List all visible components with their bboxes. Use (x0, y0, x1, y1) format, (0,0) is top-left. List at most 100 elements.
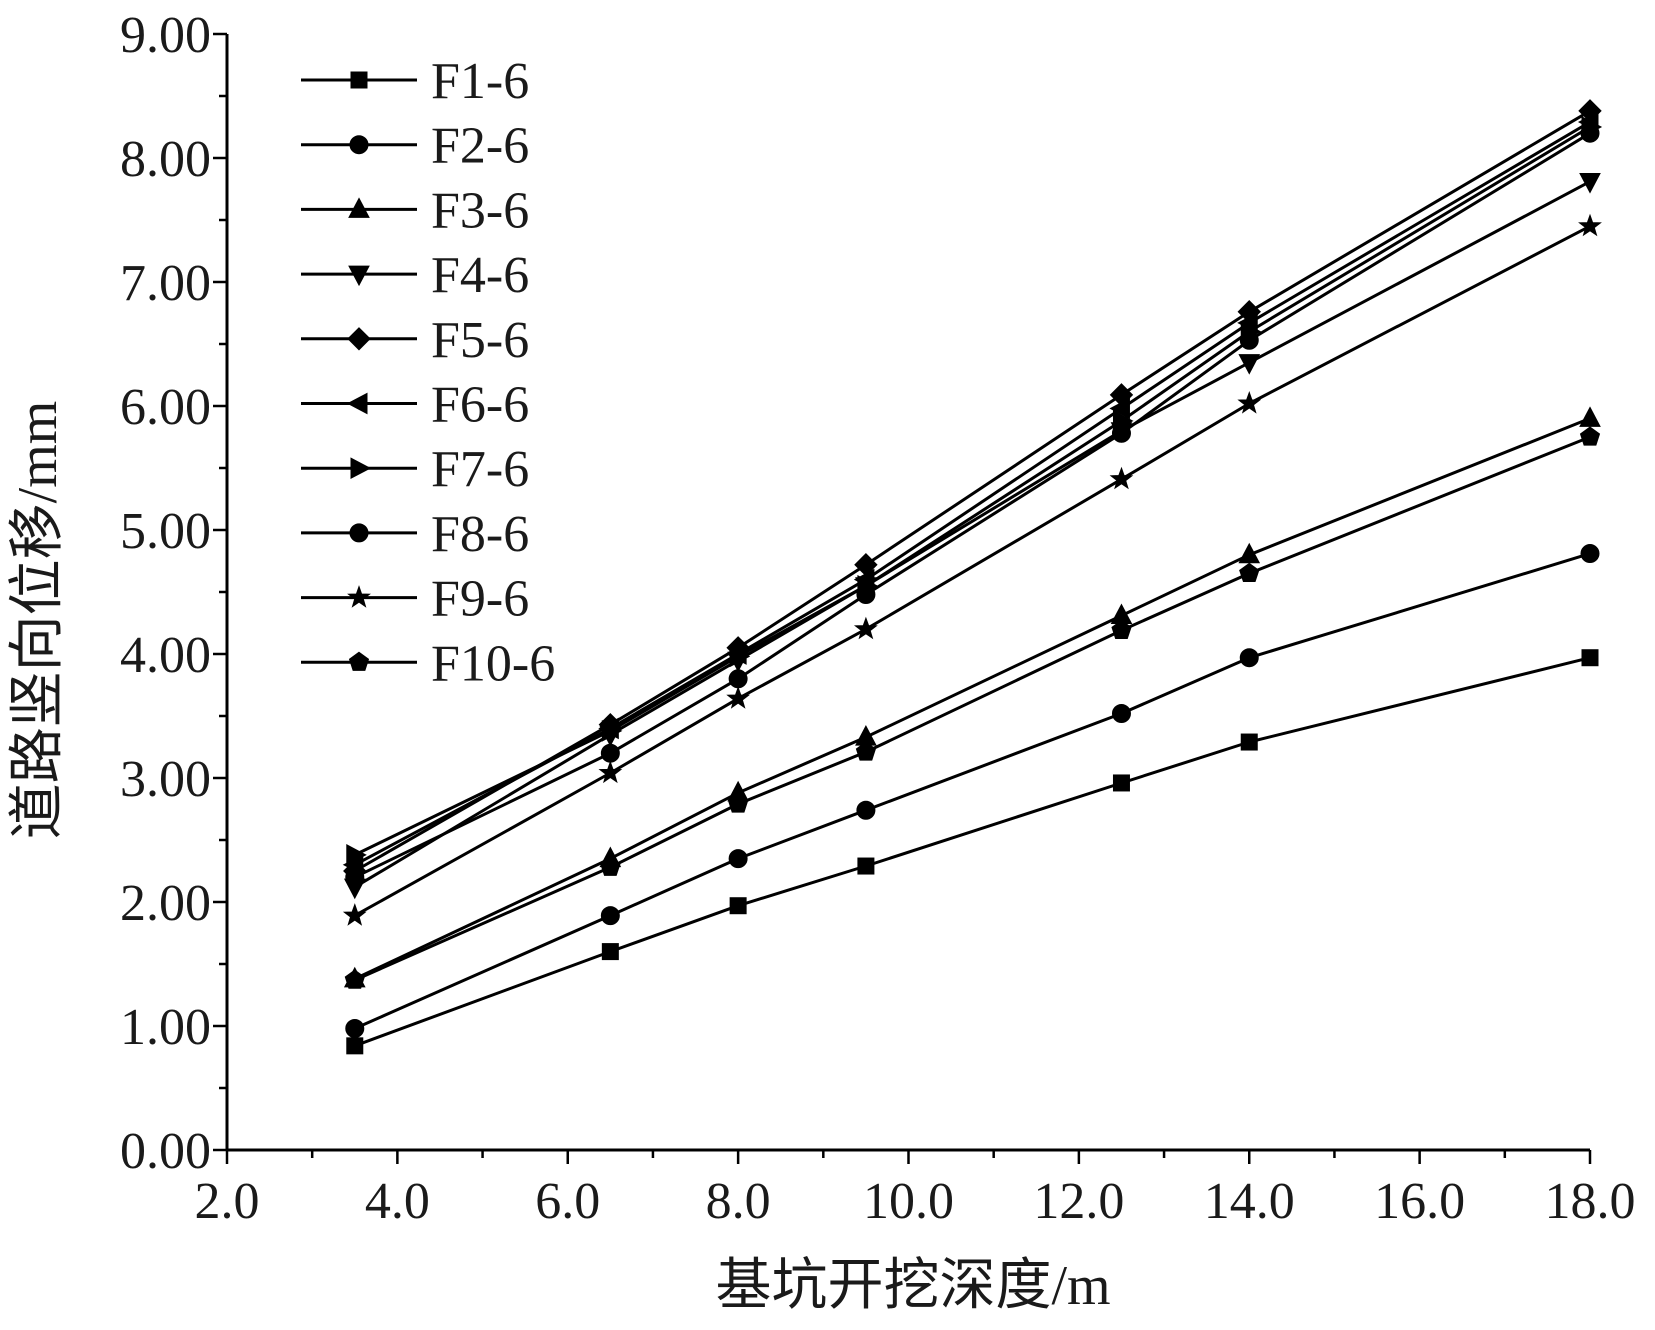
legend-marker-f1-6 (350, 71, 368, 89)
series-f10-6 (344, 426, 1601, 989)
legend-label-f4-6: F4-6 (431, 247, 529, 304)
legend-item-f8-6: F8-6 (301, 506, 529, 563)
data-point-f7-6 (729, 645, 751, 668)
legend-item-f4-6: F4-6 (301, 247, 529, 304)
data-point-f1-6 (346, 1037, 364, 1055)
data-point-f8-6 (1580, 123, 1600, 143)
series-line-f7-6 (354, 125, 1591, 857)
series-f9-6 (342, 213, 1602, 926)
data-point-f10-6 (855, 741, 876, 761)
data-point-f3-6 (1238, 542, 1261, 564)
legend-item-f3-6: F3-6 (301, 182, 529, 239)
data-point-f2-6 (1580, 544, 1600, 564)
y-tick-label: 6.00 (120, 379, 211, 436)
legend-item-f9-6: F9-6 (301, 571, 529, 628)
data-point-f7-6 (601, 720, 623, 742)
legend-marker-f5-6 (347, 327, 371, 351)
legend-item-f10-6: F10-6 (301, 635, 555, 692)
legend-label-f1-6: F1-6 (431, 53, 529, 110)
x-tick-label: 12.0 (1033, 1173, 1124, 1230)
x-tick-label: 14.0 (1204, 1173, 1295, 1230)
legend-item-f2-6: F2-6 (301, 118, 529, 175)
data-point-f1-6 (1240, 733, 1258, 751)
x-tick-label: 4.0 (365, 1173, 430, 1230)
data-point-f2-6 (1111, 704, 1131, 724)
data-point-f8-6 (728, 669, 748, 689)
data-point-f10-6 (344, 969, 365, 989)
series-f7-6 (346, 116, 1603, 866)
axes: 2.0 4.0 6.0 8.0 10.0 12.0 14.0 16.0 18.0 0.00 1.00… (120, 7, 1636, 1230)
legend-label-f5-6: F5-6 (431, 312, 529, 369)
data-point-f9-6 (1578, 213, 1602, 237)
legend-label-f8-6: F8-6 (431, 506, 529, 563)
data-point-f10-6 (1239, 562, 1260, 582)
data-point-f1-6 (1112, 774, 1130, 792)
x-tick-label: 10.0 (863, 1173, 954, 1230)
x-tick-label: 6.0 (535, 1173, 600, 1230)
x-tick-label: 16.0 (1374, 1173, 1465, 1230)
data-point-f6-6 (1109, 397, 1130, 420)
data-point-f9-6 (598, 760, 623, 784)
x-tick-label: 8.0 (706, 1173, 771, 1230)
data-point-f7-6 (346, 844, 367, 866)
y-tick-label: 4.00 (120, 627, 211, 684)
data-point-f2-6 (856, 800, 876, 820)
series-line-f2-6 (354, 552, 1591, 1030)
y-tick-label: 3.00 (120, 751, 211, 808)
data-point-f1-6 (601, 943, 619, 961)
y-tick-label: 8.00 (120, 131, 211, 188)
legend-marker-f8-6 (349, 523, 369, 543)
data-point-f2-6 (600, 906, 620, 926)
x-tick-label: 18.0 (1545, 1173, 1636, 1230)
series-group (342, 99, 1603, 1055)
y-tick-label: 7.00 (120, 255, 211, 312)
legend-label-f9-6: F9-6 (431, 571, 529, 628)
data-point-f8-6 (1239, 330, 1259, 350)
legend-marker-f4-6 (348, 265, 370, 287)
series-f1-6 (346, 649, 1599, 1055)
x-axis-title: 基坑开挖深度/m (715, 1255, 1110, 1317)
legend-marker-f10-6 (348, 651, 370, 671)
data-point-f2-6 (1239, 648, 1259, 668)
y-tick-label: 2.00 (120, 875, 211, 932)
data-point-f4-6 (1579, 173, 1601, 194)
legend-marker-f7-6 (350, 457, 372, 480)
series-line-f3-6 (354, 417, 1591, 981)
legend-marker-f6-6 (346, 392, 368, 415)
data-point-f8-6 (600, 743, 620, 763)
y-axis-title: 道路竖向位移/mm (7, 401, 69, 840)
data-point-f10-6 (1111, 619, 1132, 639)
legend-label-f7-6: F7-6 (431, 441, 529, 498)
data-point-f9-6 (342, 903, 367, 926)
data-point-f4-6 (1238, 354, 1261, 375)
data-point-f1-6 (857, 857, 875, 875)
y-tick-label: 9.00 (120, 7, 211, 64)
y-tick-label: 1.00 (120, 999, 211, 1056)
data-point-f10-6 (1579, 426, 1601, 446)
series-line-f1-6 (354, 656, 1591, 1048)
data-point-f3-6 (1579, 406, 1601, 427)
data-point-f8-6 (345, 867, 365, 887)
legend-label-f10-6: F10-6 (431, 635, 555, 692)
data-point-f10-6 (600, 856, 621, 876)
data-point-f8-6 (1111, 423, 1131, 443)
data-point-f1-6 (729, 897, 747, 915)
data-point-f9-6 (853, 616, 878, 640)
data-point-f10-6 (728, 793, 749, 813)
legend-marker-f3-6 (348, 197, 370, 218)
y-tick-label: 5.00 (120, 503, 211, 560)
series-line-f5-6 (354, 109, 1591, 873)
legend-item-f7-6: F7-6 (301, 441, 529, 498)
series-f2-6 (345, 544, 1600, 1038)
data-point-f8-6 (856, 584, 876, 604)
legend-item-f6-6: F6-6 (301, 377, 529, 434)
data-point-f9-6 (1109, 466, 1134, 490)
series-line-f4-6 (354, 180, 1591, 889)
series-line-f9-6 (354, 224, 1591, 917)
legend-item-f1-6: F1-6 (301, 53, 529, 110)
legend-marker-f2-6 (349, 135, 369, 155)
legend-label-f3-6: F3-6 (431, 182, 529, 239)
data-point-f2-6 (345, 1018, 365, 1038)
data-point-f1-6 (1581, 649, 1599, 667)
